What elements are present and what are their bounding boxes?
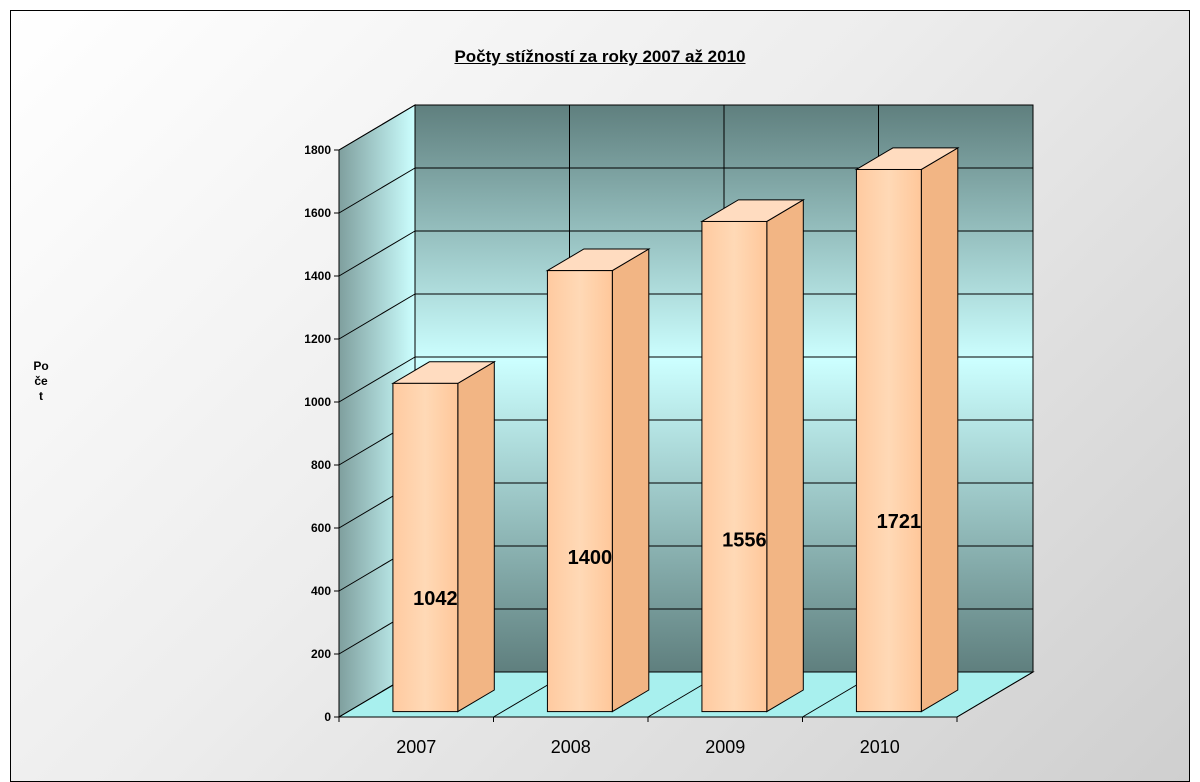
chart-frame: Počty stížností za roky 2007 až 2010 Poč…	[10, 10, 1190, 782]
bar	[854, 147, 960, 713]
side-gridline	[338, 293, 416, 340]
bar-front	[392, 382, 459, 713]
bar-front	[701, 220, 768, 713]
bar	[391, 360, 497, 713]
y-tick-label: 200	[311, 647, 331, 661]
bar	[700, 198, 806, 713]
y-tick-label: 1000	[304, 395, 331, 409]
y-tick-label: 1400	[304, 269, 331, 283]
x-tick-label: 2010	[860, 737, 900, 757]
y-tick-label: 1600	[304, 206, 331, 220]
bar	[545, 248, 651, 713]
bar-side	[457, 360, 495, 713]
y-tick-label: 400	[311, 584, 331, 598]
x-tick-label: 2009	[705, 737, 745, 757]
side-gridline	[338, 356, 416, 403]
y-tick-label: 600	[311, 521, 331, 535]
data-label: 1556	[722, 530, 767, 552]
y-tick-label: 800	[311, 458, 331, 472]
chart-title: Počty stížností za roky 2007 až 2010	[454, 47, 746, 66]
bar-side	[920, 147, 959, 713]
chart-plot: 0 200 400 600 800 1000 1200 1400 1600 1800 2007 200…	[304, 104, 1035, 757]
data-label: 1042	[413, 588, 458, 610]
bar-front	[855, 168, 922, 713]
y-axis-title: Počet	[33, 359, 49, 403]
floor-divider	[956, 671, 1034, 718]
y-tick-label: 0	[324, 710, 331, 724]
data-label: 1721	[877, 511, 922, 533]
y-tick-label: 1800	[304, 143, 331, 157]
side-gridline	[338, 230, 416, 277]
x-tick-label: 2007	[396, 737, 436, 757]
bar-side	[766, 198, 804, 713]
side-gridline	[338, 167, 416, 214]
bar-side	[611, 248, 650, 713]
bar-front	[546, 270, 613, 713]
data-label: 1400	[568, 547, 613, 569]
x-tick-label: 2008	[551, 737, 591, 757]
side-gridline	[338, 104, 416, 151]
y-tick-label: 1200	[304, 332, 331, 346]
